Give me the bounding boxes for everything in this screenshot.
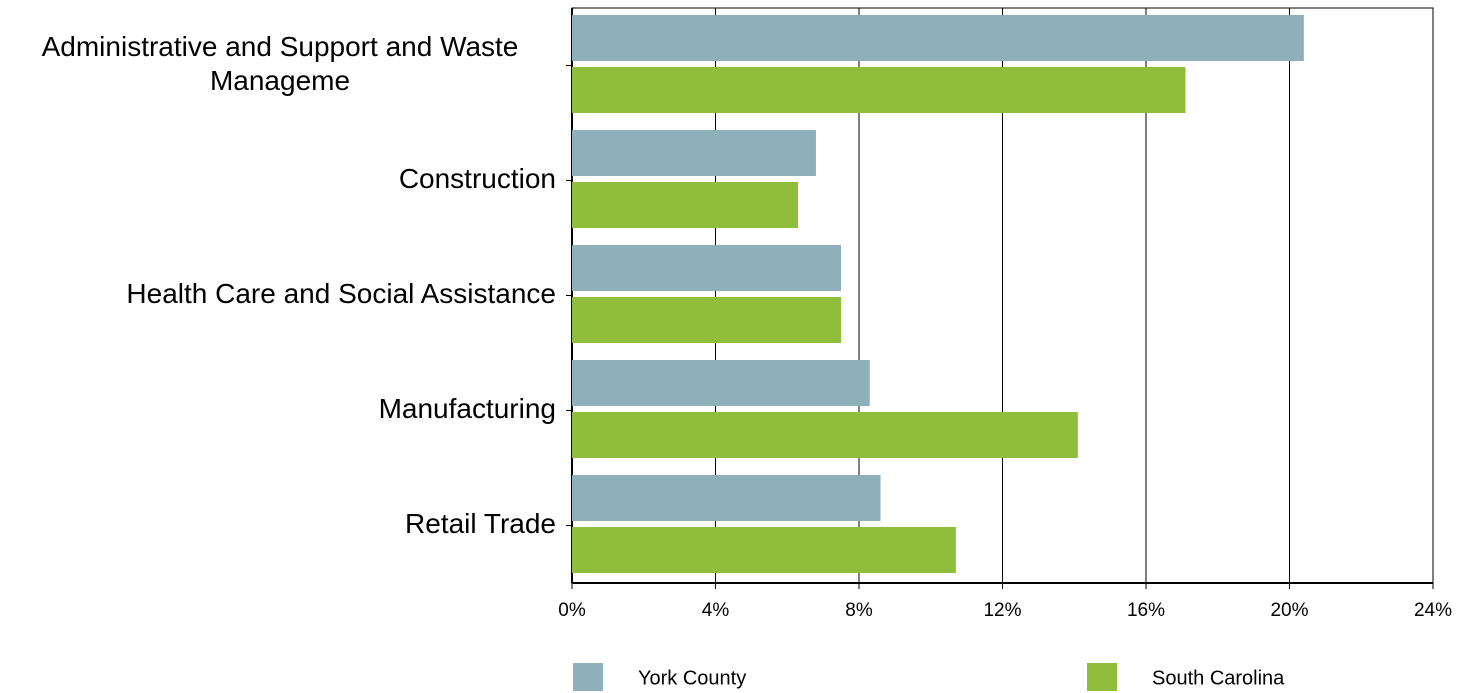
- legend-swatch: [1087, 663, 1117, 691]
- bar: [572, 297, 842, 343]
- category-label-box: Manufacturing: [379, 392, 556, 426]
- bar: [572, 475, 881, 521]
- bar: [572, 67, 1186, 113]
- category-label-box: Administrative and Support and Waste Man…: [4, 30, 556, 98]
- category-label-box: Construction: [399, 162, 556, 196]
- y-tick-label: Manufacturing: [378, 392, 556, 424]
- bar: [572, 412, 1078, 458]
- x-tick-label: 4%: [702, 600, 730, 621]
- x-tick-label: 24%: [1414, 600, 1452, 621]
- category-label-box: Retail Trade: [405, 507, 556, 541]
- x-tick-label: 12%: [983, 600, 1021, 621]
- bar: [572, 182, 799, 228]
- legend-label: South Carolina: [1152, 667, 1285, 689]
- bar: [572, 245, 842, 291]
- category-label-box: Health Care and Social Assistance: [126, 277, 556, 311]
- bar: [572, 527, 956, 573]
- y-tick-label: Retail Trade: [405, 507, 556, 539]
- y-tick-label: Construction: [398, 162, 556, 194]
- bar: [572, 130, 816, 176]
- legend-swatch: [573, 663, 603, 691]
- x-tick-label: 8%: [845, 600, 873, 621]
- bar: [572, 15, 1304, 61]
- x-tick-label: 0%: [558, 600, 586, 621]
- y-tick-label: Health Care and Social Assistance: [126, 277, 556, 309]
- y-tick-label: Administrative and Support and Waste Man…: [41, 30, 519, 96]
- x-tick-label: 16%: [1127, 600, 1165, 621]
- bar: [572, 360, 870, 406]
- x-tick-label: 20%: [1270, 600, 1308, 621]
- legend-label: York County: [638, 667, 746, 689]
